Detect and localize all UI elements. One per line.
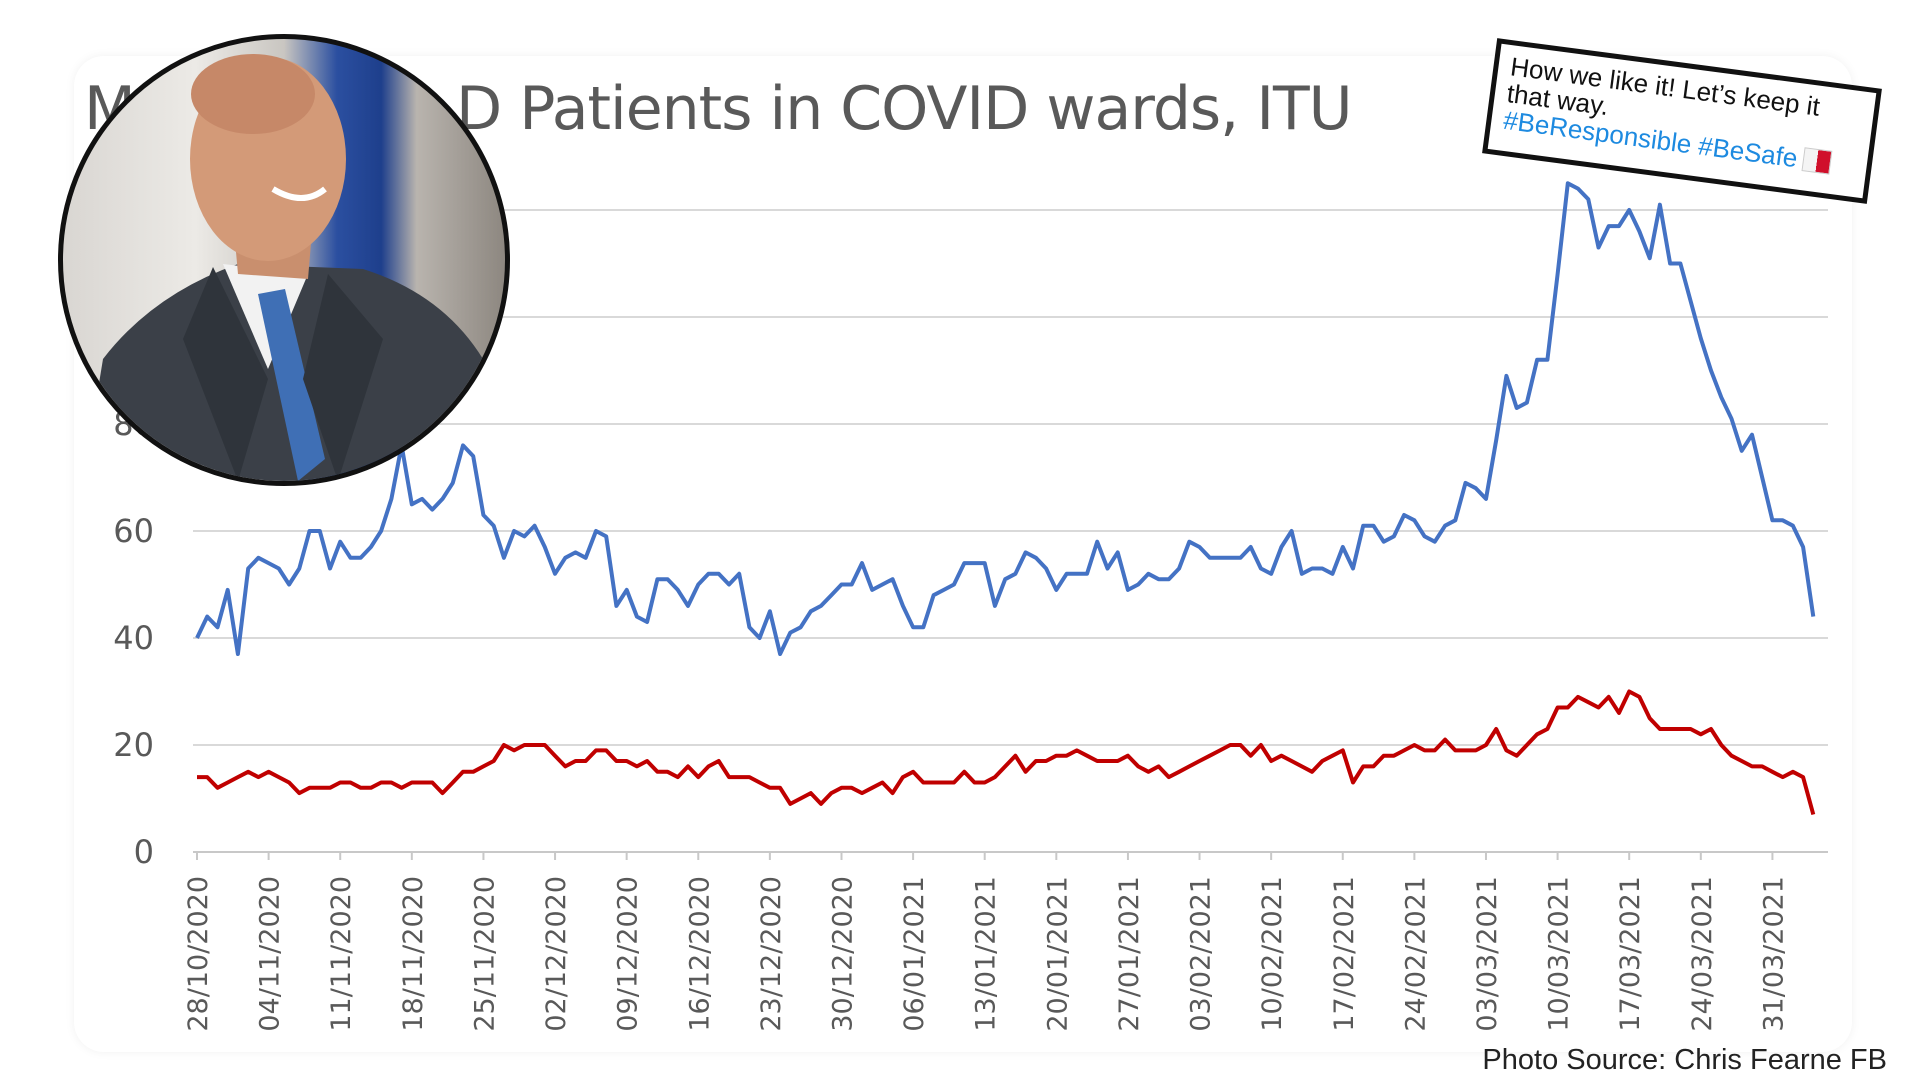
y-tick-label: 40 <box>113 619 154 657</box>
x-tick-label: 17/02/2021 <box>1329 876 1360 1032</box>
x-tick-label: 31/03/2021 <box>1758 876 1789 1032</box>
x-tick-label: 30/12/2020 <box>827 876 858 1032</box>
x-tick-label: 03/02/2021 <box>1186 876 1217 1032</box>
x-tick-label: 06/01/2021 <box>899 876 930 1032</box>
x-axis-labels: 28/10/2020 04/11/2020 11/11/2020 18/11/2020… <box>183 876 1789 1032</box>
x-tick-label: 10/02/2021 <box>1257 876 1288 1032</box>
x-tick-label: 18/11/2020 <box>398 876 429 1032</box>
x-tick-label: 28/10/2020 <box>183 876 214 1032</box>
y-tick-label: 60 <box>113 512 154 550</box>
x-tick-label: 09/12/2020 <box>613 876 644 1032</box>
x-tick-label: 25/11/2020 <box>469 876 500 1032</box>
x-tick-label: 16/12/2020 <box>684 876 715 1032</box>
x-tick-label: 27/01/2021 <box>1114 876 1145 1032</box>
x-tick-label: 24/02/2021 <box>1400 876 1431 1032</box>
x-tick-label: 03/03/2021 <box>1472 876 1503 1032</box>
x-tick-label: 10/03/2021 <box>1544 876 1575 1032</box>
portrait-photo <box>58 34 510 486</box>
malta-flag-icon <box>1801 147 1833 175</box>
y-tick-label: 0 <box>134 833 154 871</box>
x-tick-label: 11/11/2020 <box>326 876 357 1032</box>
x-tick-label: 20/01/2021 <box>1042 876 1073 1032</box>
x-tick-label: 04/11/2020 <box>255 876 286 1032</box>
x-tick-label: 13/01/2021 <box>971 876 1002 1032</box>
x-tick-label: 02/12/2020 <box>541 876 572 1032</box>
photo-source-credit: Photo Source: Chris Fearne FB <box>1482 1044 1887 1076</box>
series-line-red <box>197 689 1816 816</box>
x-tick-label: 17/03/2021 <box>1615 876 1646 1032</box>
y-tick-label: 20 <box>113 726 154 764</box>
chart-title: D Patients in COVID wards, ITU <box>456 74 1353 144</box>
x-tick-label: 23/12/2020 <box>756 876 787 1032</box>
x-tick-label: 24/03/2021 <box>1687 876 1718 1032</box>
